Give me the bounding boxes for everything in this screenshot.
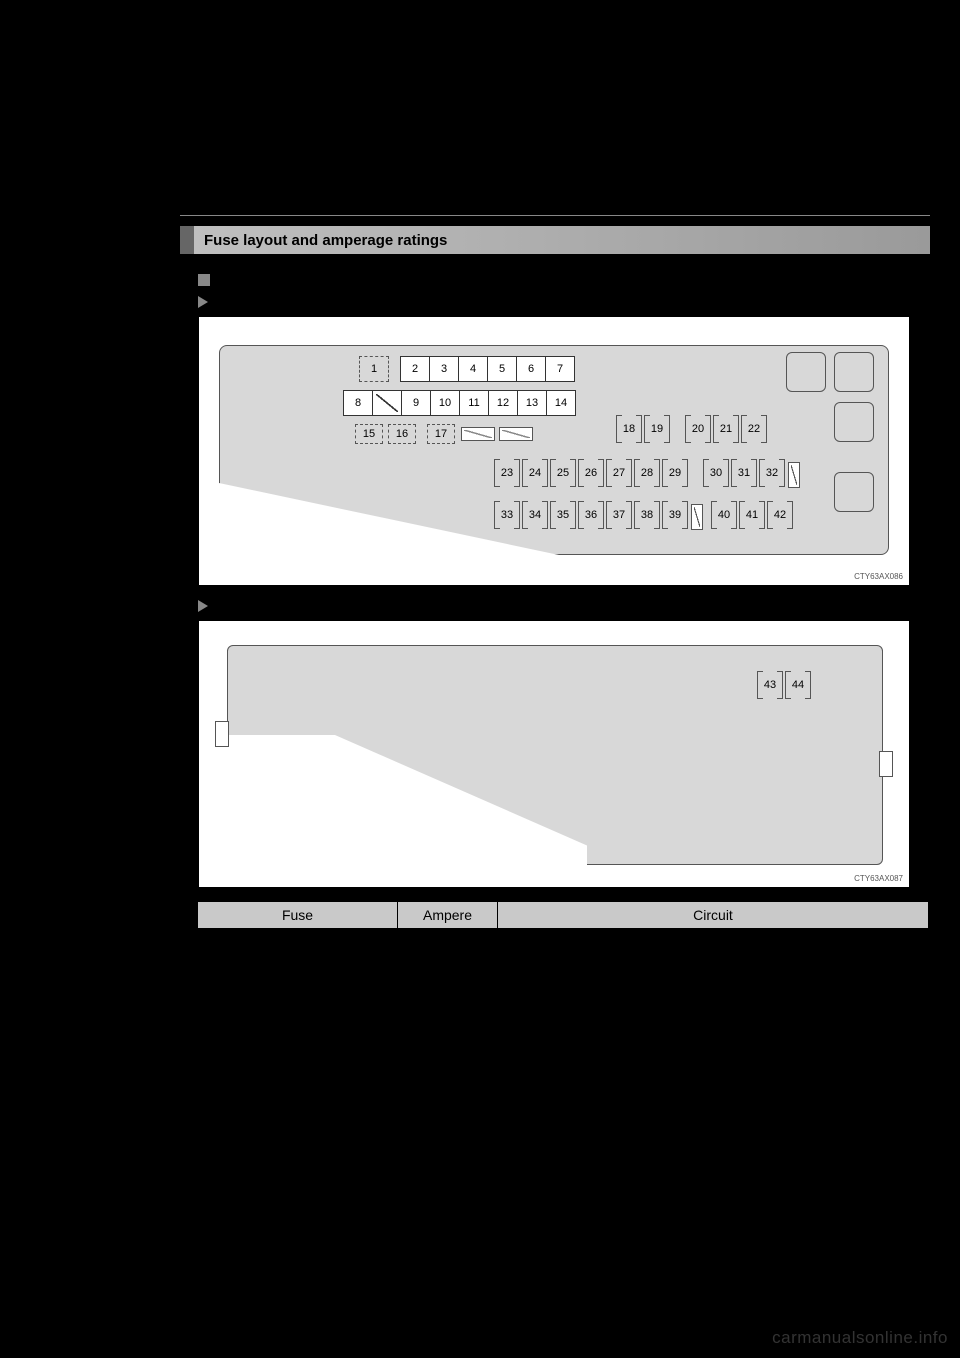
mini-fuse: 39 [664,504,686,526]
mini-fuse: 24 [524,462,546,484]
fuse-cell: 16 [388,424,416,444]
fuse-cell: 7 [545,356,575,382]
fuse-table-header: Fuse Ampere Circuit [198,900,928,929]
mini-fuse: 35 [552,504,574,526]
relay-slot [834,472,874,512]
mini-fuse: 33 [496,504,518,526]
col-header-circuit: Circuit [498,902,928,928]
square-bullet-icon [198,274,210,286]
flat-slot [461,427,495,441]
fuse-cell: 8 [343,390,373,416]
mini-fuse: 37 [608,504,630,526]
diagram-code: CTY63AX086 [854,572,903,581]
fuse-panel-2: 43 44 [227,645,883,865]
fuse-diagram-1: 1 2 3 4 5 6 7 8 9 10 11 12 13 14 [198,316,910,586]
mini-fuse: 28 [636,462,658,484]
section-header: Fuse layout and amperage ratings [180,226,930,254]
fuse-cell: 15 [355,424,383,444]
mini-fuse: 40 [713,504,735,526]
col-header-ampere: Ampere [398,902,498,928]
section-title: Fuse layout and amperage ratings [194,226,930,254]
fuse-cell: 4 [458,356,488,382]
fuse-cell: 13 [517,390,547,416]
mini-fuse-row: 18 19 20 21 22 [618,418,768,440]
triangle-bullet-icon [198,296,208,308]
mini-fuse: 32 [761,462,783,484]
fuse-panel-1: 1 2 3 4 5 6 7 8 9 10 11 12 13 14 [219,345,889,555]
mini-fuse: 27 [608,462,630,484]
fuse-cell-empty [372,390,402,416]
fuse-cell: 2 [400,356,430,382]
top-rule [180,215,930,216]
sub-bullet-2 [198,598,930,614]
panel-tab [879,751,893,777]
section-header-accent [180,226,194,254]
panel-cutout [227,735,587,865]
mini-fuse: 34 [524,504,546,526]
sub-heading-engine [198,272,930,288]
triangle-bullet-icon [198,600,208,612]
spare-slot [691,504,703,530]
mini-fuse: 30 [705,462,727,484]
fuse-cell: 10 [430,390,460,416]
mini-fuse: 25 [552,462,574,484]
mini-fuse: 18 [618,418,640,440]
watermark: carmanualsonline.info [772,1328,948,1348]
mini-fuse: 29 [664,462,686,484]
mini-fuse: 42 [769,504,791,526]
fuse-row-1: 1 2 3 4 5 6 7 [360,356,575,382]
page-content: Fuse layout and amperage ratings 1 2 3 4… [180,215,930,929]
relay-slot [834,402,874,442]
sub-bullet-1 [198,294,930,310]
fuse-cell: 6 [516,356,546,382]
col-header-fuse: Fuse [198,902,398,928]
mini-fuse: 44 [787,674,809,696]
fuse-cell: 5 [487,356,517,382]
mini-fuse: 43 [759,674,781,696]
mini-fuse: 26 [580,462,602,484]
fuse-row-3: 15 16 17 [356,424,537,444]
fuse-cell: 1 [359,356,389,382]
fuse-diagram-2: 43 44 CTY63AX087 [198,620,910,888]
fuse-cell: 11 [459,390,489,416]
spare-slot [788,462,800,488]
mini-fuse-row: 43 44 [759,674,812,696]
fuse-row-2: 8 9 10 11 12 13 14 [344,390,576,416]
fuse-cell: 14 [546,390,576,416]
mini-fuse: 21 [715,418,737,440]
mini-fuse-row: 23 24 25 26 27 28 29 30 31 32 [496,462,800,488]
panel-tab [215,721,229,747]
mini-fuse: 41 [741,504,763,526]
fuse-cell: 3 [429,356,459,382]
mini-fuse: 36 [580,504,602,526]
mini-fuse: 19 [646,418,668,440]
relay-slot [834,352,874,392]
mini-fuse: 31 [733,462,755,484]
diagram-code: CTY63AX087 [854,874,903,883]
fuse-cell: 17 [427,424,455,444]
mini-fuse: 20 [687,418,709,440]
mini-fuse: 38 [636,504,658,526]
mini-fuse: 22 [743,418,765,440]
relay-slot [786,352,826,392]
mini-fuse: 23 [496,462,518,484]
fuse-cell: 9 [401,390,431,416]
mini-fuse-row: 33 34 35 36 37 38 39 40 41 42 [496,504,794,530]
flat-slot [499,427,533,441]
fuse-cell: 12 [488,390,518,416]
